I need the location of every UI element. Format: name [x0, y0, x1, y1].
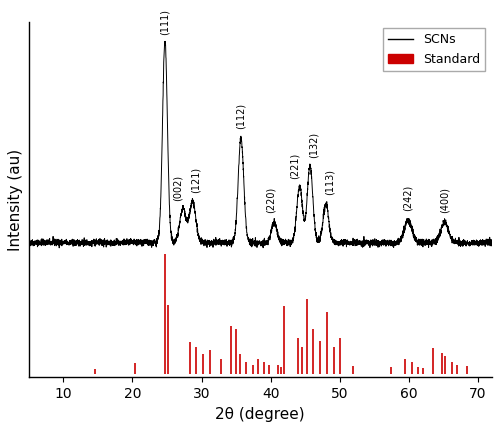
Text: (400): (400): [440, 187, 450, 213]
Text: (002): (002): [172, 175, 182, 201]
Y-axis label: Intensity (au): Intensity (au): [8, 149, 24, 251]
Text: (112): (112): [236, 103, 246, 129]
Text: (113): (113): [324, 169, 334, 195]
X-axis label: 2θ (degree): 2θ (degree): [216, 407, 305, 422]
Text: (111): (111): [160, 9, 170, 35]
Text: (242): (242): [403, 185, 413, 212]
Text: (220): (220): [266, 187, 276, 213]
Text: (121): (121): [191, 167, 201, 193]
Legend: SCNs, Standard: SCNs, Standard: [384, 28, 486, 71]
Text: (221): (221): [290, 152, 300, 178]
Text: (132): (132): [308, 132, 318, 158]
